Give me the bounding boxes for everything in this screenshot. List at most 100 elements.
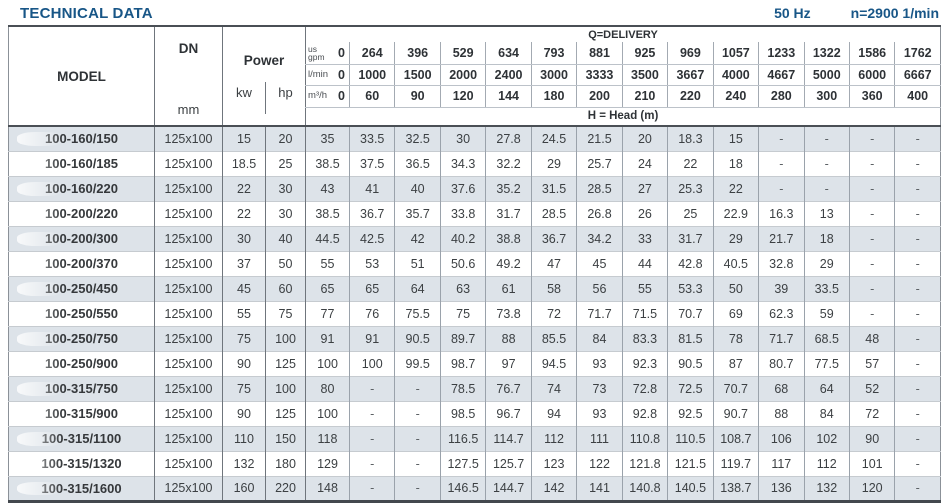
head-value-cell: 16.3 <box>758 200 805 226</box>
unit-value-cell: 300 <box>803 85 850 108</box>
head-value-cell: 72 <box>848 400 895 426</box>
head-value-cell: 31.5 <box>530 175 577 201</box>
head-value-cell: 76 <box>348 300 395 326</box>
head-value-cell: 78.5 <box>439 375 486 401</box>
kw-cell: 90 <box>222 400 266 426</box>
head-value-cell: 84 <box>576 325 623 351</box>
table-row: 100-315/1100 125x100 110 150 118- -116.5 114.7… <box>8 425 941 451</box>
head-value-cell: 142 <box>530 475 577 501</box>
head-value-cell: 116.5 <box>439 425 486 451</box>
head-value-cell: 42 <box>394 225 441 251</box>
head-value-cell: 35 <box>305 125 350 151</box>
head-value-cell: 80.7 <box>758 350 805 376</box>
kw-cell: 30 <box>222 225 266 251</box>
hp-cell: 20 <box>265 125 306 151</box>
dn-cell: 125x100 <box>154 225 223 251</box>
head-value-cell: 77.5 <box>803 350 850 376</box>
dn-cell: 125x100 <box>154 300 223 326</box>
table-header: MODEL DN mm Power kw hp Q=DELIVERY us gpm 0 264 39… <box>8 26 941 126</box>
hp-cell: 180 <box>265 450 306 476</box>
delivery-caption: Q=DELIVERY <box>305 26 941 43</box>
unit-value-cell: 144 <box>485 85 532 108</box>
dn-cell: 125x100 <box>154 275 223 301</box>
unit-value-cell: 200 <box>576 85 623 108</box>
head-value-cell: 68.5 <box>803 325 850 351</box>
dn-cell: 125x100 <box>154 200 223 226</box>
table-row: 100-315/1600 125x100 160 220 148- -146.5 144.7… <box>8 475 941 501</box>
head-value-cell: 92.8 <box>621 400 668 426</box>
unit-value-cell: 240 <box>712 85 759 108</box>
dn-column-header: DN mm <box>154 26 223 126</box>
head-value-cell: 146.5 <box>439 475 486 501</box>
unit-value-cell: 90 <box>394 85 441 108</box>
unit-value-cell: 634 <box>485 42 532 65</box>
head-value-cell: 25.7 <box>576 150 623 176</box>
head-value-cell: - <box>894 450 941 476</box>
kw-unit-label: kw <box>236 85 252 100</box>
table-row: 100-160/185 125x100 18.5 25 38.5 37.5 36.5 34.3… <box>8 150 941 176</box>
header-caption-row: MODEL DN mm Power kw hp Q=DELIVERY <box>9 26 941 126</box>
head-value-cell: 101 <box>848 450 895 476</box>
unit-value-cell: 220 <box>667 85 714 108</box>
dn-cell: 125x100 <box>154 425 223 451</box>
kw-cell: 45 <box>222 275 266 301</box>
head-value-cell: - <box>848 150 895 176</box>
head-value-cell: 121.8 <box>621 450 668 476</box>
unit-value-cell: 2400 <box>485 64 532 87</box>
unit-row: m³/h 0 60 90 120 144 180 200 210 220 240 280 300 360 4… <box>9 85 941 108</box>
head-value-cell: 64 <box>803 375 850 401</box>
head-value-cell: 70.7 <box>667 300 714 326</box>
head-value-cell: 72 <box>530 300 577 326</box>
hp-cell: 100 <box>265 375 306 401</box>
head-value-cell: - <box>894 375 941 401</box>
hp-cell: 100 <box>265 325 306 351</box>
head-value-cell: 69 <box>712 300 759 326</box>
head-value-cell: 20 <box>621 125 668 151</box>
model-cell: 100-315/900 <box>8 400 155 426</box>
dn-cell: 125x100 <box>154 450 223 476</box>
unit-value-cell: 4000 <box>712 64 759 87</box>
head-value-cell: 33.5 <box>348 125 395 151</box>
head-value-cell: 18 <box>803 225 850 251</box>
table-row: 100-200/300 125x100 30 40 44.5 42.5 42 40.2 38.8… <box>8 225 941 251</box>
model-cell: 100-250/550 <box>8 300 155 326</box>
head-value-cell: 13 <box>803 200 850 226</box>
head-value-cell: 92.3 <box>621 350 668 376</box>
head-value-cell: 111 <box>576 425 623 451</box>
hp-cell: 30 <box>265 175 306 201</box>
unit-value-cell: 3333 <box>576 64 623 87</box>
head-value-cell: 71.7 <box>576 300 623 326</box>
head-value-cell: 37.6 <box>439 175 486 201</box>
dn-cell: 125x100 <box>154 175 223 201</box>
table-row: 100-315/1320 125x100 132 180 129- -127.5 125.7… <box>8 450 941 476</box>
frequency-label: 50 Hz <box>774 5 811 21</box>
model-cell: 100-250/450 <box>8 275 155 301</box>
unit-value-cell: 1586 <box>848 42 895 65</box>
table-row: 100-160/220 125x100 22 30 43 41 40 37.6 35.2 31.5… <box>8 175 941 201</box>
head-value-cell: - <box>894 400 941 426</box>
head-value-cell: 138.7 <box>712 475 759 501</box>
dn-cell: 125x100 <box>154 475 223 501</box>
head-value-cell: 47 <box>530 250 577 276</box>
head-value-cell: 73 <box>576 375 623 401</box>
hp-cell: 220 <box>265 475 306 501</box>
unit-value-cell: 360 <box>848 85 895 108</box>
unit-zero-cell: l/min 0 <box>305 64 350 87</box>
head-value-cell: 32.8 <box>758 250 805 276</box>
head-value-cell: 118 <box>305 425 350 451</box>
head-value-cell: 28.5 <box>576 175 623 201</box>
head-value-cell: 140.5 <box>667 475 714 501</box>
kw-cell: 15 <box>222 125 266 151</box>
unit-value-cell: 280 <box>758 85 805 108</box>
head-value-cell: 90.7 <box>712 400 759 426</box>
head-value-cell: - <box>348 450 395 476</box>
head-value-cell: 18.3 <box>667 125 714 151</box>
head-value-cell: 75.5 <box>394 300 441 326</box>
power-column-header: Power kw hp <box>222 26 306 126</box>
unit-row: us gpm 0 264 396 529 634 793 881 925 969 1057 1233 1… <box>9 42 941 65</box>
head-value-cell: 83.3 <box>621 325 668 351</box>
unit-value-cell: 60 <box>348 85 395 108</box>
unit-value-cell: 5000 <box>803 64 850 87</box>
head-value-cell: 15 <box>712 125 759 151</box>
head-value-cell: 35.7 <box>394 200 441 226</box>
